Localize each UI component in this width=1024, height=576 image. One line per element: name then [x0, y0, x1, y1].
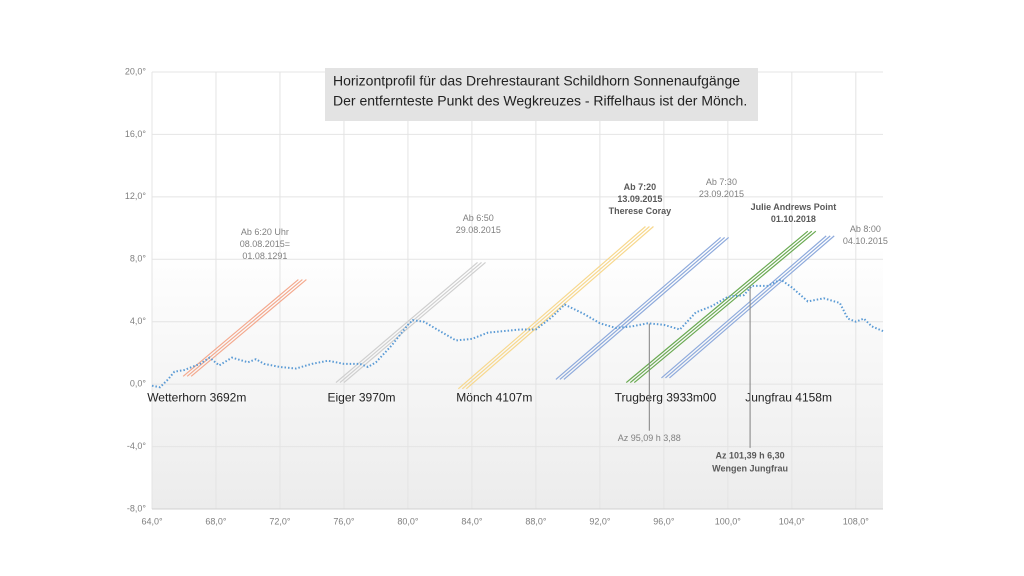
- sun-path: [563, 236, 730, 380]
- y-tick-label: -8,0°: [127, 503, 147, 513]
- annotation: 08.08.2015=: [240, 239, 290, 249]
- annotation: 04.10.2015: [843, 236, 888, 246]
- plot-area: [152, 72, 883, 509]
- x-tick-label: 64,0°: [141, 516, 163, 526]
- title-line: Horizontprofil für das Drehrestaurant Sc…: [333, 73, 740, 89]
- x-tick-label: 108,0°: [843, 516, 870, 526]
- sun-path: [457, 226, 646, 390]
- x-tick-label: 104,0°: [779, 516, 806, 526]
- x-tick-label: 88,0°: [525, 516, 547, 526]
- y-tick-label: 8,0°: [130, 254, 147, 264]
- y-tick-label: 12,0°: [125, 191, 147, 201]
- mountain-label: Trugberg 3933m00: [615, 390, 717, 404]
- annotation: 23.09.2015: [699, 189, 744, 199]
- annotation: Therese Coray: [609, 206, 672, 216]
- sun-path: [625, 230, 809, 384]
- mountain-label: Mönch 4107m: [456, 390, 532, 404]
- sun-path: [665, 235, 831, 379]
- x-tick-label: 68,0°: [205, 516, 227, 526]
- y-tick-label: 4,0°: [130, 316, 147, 326]
- x-tick-label: 72,0°: [269, 516, 291, 526]
- x-tick-label: 80,0°: [397, 516, 419, 526]
- mountain-label: Eiger 3970m: [328, 390, 396, 404]
- y-tick-label: 0,0°: [130, 379, 147, 389]
- y-tick-label: -4,0°: [127, 441, 147, 451]
- annotation: 29.08.2015: [456, 225, 501, 235]
- callout-label: Az 95,09 h 3,88: [618, 433, 681, 443]
- x-tick-label: 76,0°: [333, 516, 355, 526]
- annotation: Ab 8:00: [850, 224, 881, 234]
- sun-path: [182, 279, 299, 377]
- sun-path: [629, 230, 813, 384]
- sun-path: [461, 226, 650, 390]
- sun-path: [190, 279, 307, 377]
- annotation: Julie Andrews Point: [751, 202, 837, 212]
- mountain-label: Wetterhorn 3692m: [147, 390, 246, 404]
- sun-path: [465, 226, 654, 390]
- sun-path: [669, 235, 835, 379]
- sun-path: [335, 261, 478, 384]
- x-tick-label: 92,0°: [589, 516, 611, 526]
- annotation: Ab 7:20: [624, 182, 657, 192]
- x-tick-label: 100,0°: [715, 516, 742, 526]
- sun-path: [555, 236, 722, 380]
- annotation: Ab 6:20 Uhr: [241, 227, 289, 237]
- mountain-label: Jungfrau 4158m: [745, 390, 832, 404]
- title-line: Der entfernteste Punkt des Wegkreuzes - …: [333, 93, 747, 109]
- horizon-line: [151, 278, 884, 389]
- y-tick-label: 16,0°: [125, 129, 147, 139]
- annotation: 13.09.2015: [617, 194, 662, 204]
- sun-path: [559, 236, 726, 380]
- callout-label: Az 101,39 h 6,30: [716, 450, 785, 460]
- sun-path: [661, 235, 827, 379]
- sun-path: [343, 261, 486, 384]
- annotation: Ab 6:50: [463, 213, 494, 223]
- callout-label: Wengen Jungfrau: [712, 463, 788, 473]
- annotation: Ab 7:30: [706, 177, 737, 187]
- x-tick-label: 96,0°: [653, 516, 675, 526]
- x-tick-label: 84,0°: [461, 516, 483, 526]
- layer: -8,0° -4,0° 0,0° 4,0° 8,0° 12,0° 16,0° 20,0° 64,…: [125, 66, 888, 526]
- y-tick-label: 20,0°: [125, 66, 147, 76]
- sun-path: [633, 230, 817, 384]
- title-box: [325, 68, 758, 121]
- annotation: 01.10.2018: [771, 214, 816, 224]
- annotation: 01.08.1291: [242, 251, 287, 261]
